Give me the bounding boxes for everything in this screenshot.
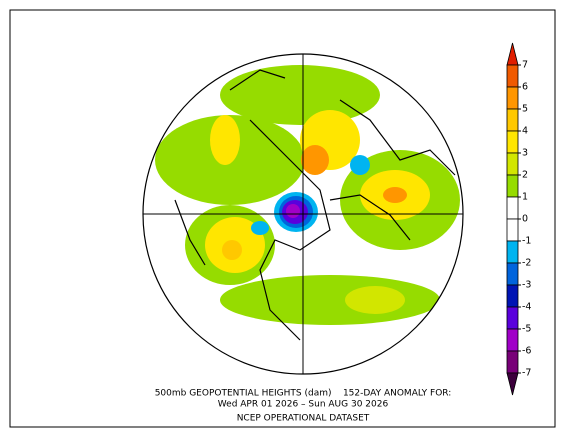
caption: 500mb GEOPOTENTIAL HEIGHTS (dam) 152-DAY…	[155, 389, 452, 399]
colorbar-segment	[506, 130, 519, 154]
colorbar-tick-label: 5	[522, 104, 528, 115]
colorbar-tick-label: 7	[522, 60, 528, 71]
colorbar-segment	[506, 86, 519, 110]
colorbar-tick-label: 0	[522, 214, 528, 225]
colorbar-segment	[506, 284, 519, 308]
colorbar-tick-label: -6	[522, 346, 531, 357]
colorbar-segment	[506, 196, 519, 220]
colorbar-segment	[506, 350, 519, 374]
colorbar-tick-label: 6	[522, 82, 528, 93]
colorbar-segment	[506, 328, 519, 352]
colorbar-tick-label: -3	[522, 280, 531, 291]
colorbar-tick-label: -7	[522, 368, 531, 379]
caption: Wed APR 01 2026 – Sun AUG 30 2026	[218, 400, 389, 410]
colorbar-segment	[506, 152, 519, 176]
colorbar-segment	[506, 240, 519, 264]
colorbar-segment	[506, 218, 519, 242]
colorbar-tick-label: 1	[522, 192, 528, 203]
caption: NCEP OPERATIONAL DATASET	[237, 414, 370, 424]
colorbar-segment	[506, 306, 519, 330]
colorbar-segment	[506, 174, 519, 198]
colorbar-segment	[506, 262, 519, 286]
colorbar-tick-label: -5	[522, 324, 531, 335]
colorbar-tick-label: -1	[522, 236, 531, 247]
colorbar-tick-label: -2	[522, 258, 531, 269]
colorbar-segment	[506, 64, 519, 88]
colorbar-segment	[506, 108, 519, 132]
colorbar-tick-label: 3	[522, 148, 528, 159]
colorbar-tick-label: 4	[522, 126, 528, 137]
colorbar: 7 6 5 4 3 2 1 0 -1 -2 -3 -4 -5 -6 -7	[506, 42, 531, 396]
colorbar-tick-label: 2	[522, 170, 528, 181]
colorbar-cap	[506, 372, 519, 396]
colorbar-tick-label: -4	[522, 302, 531, 313]
